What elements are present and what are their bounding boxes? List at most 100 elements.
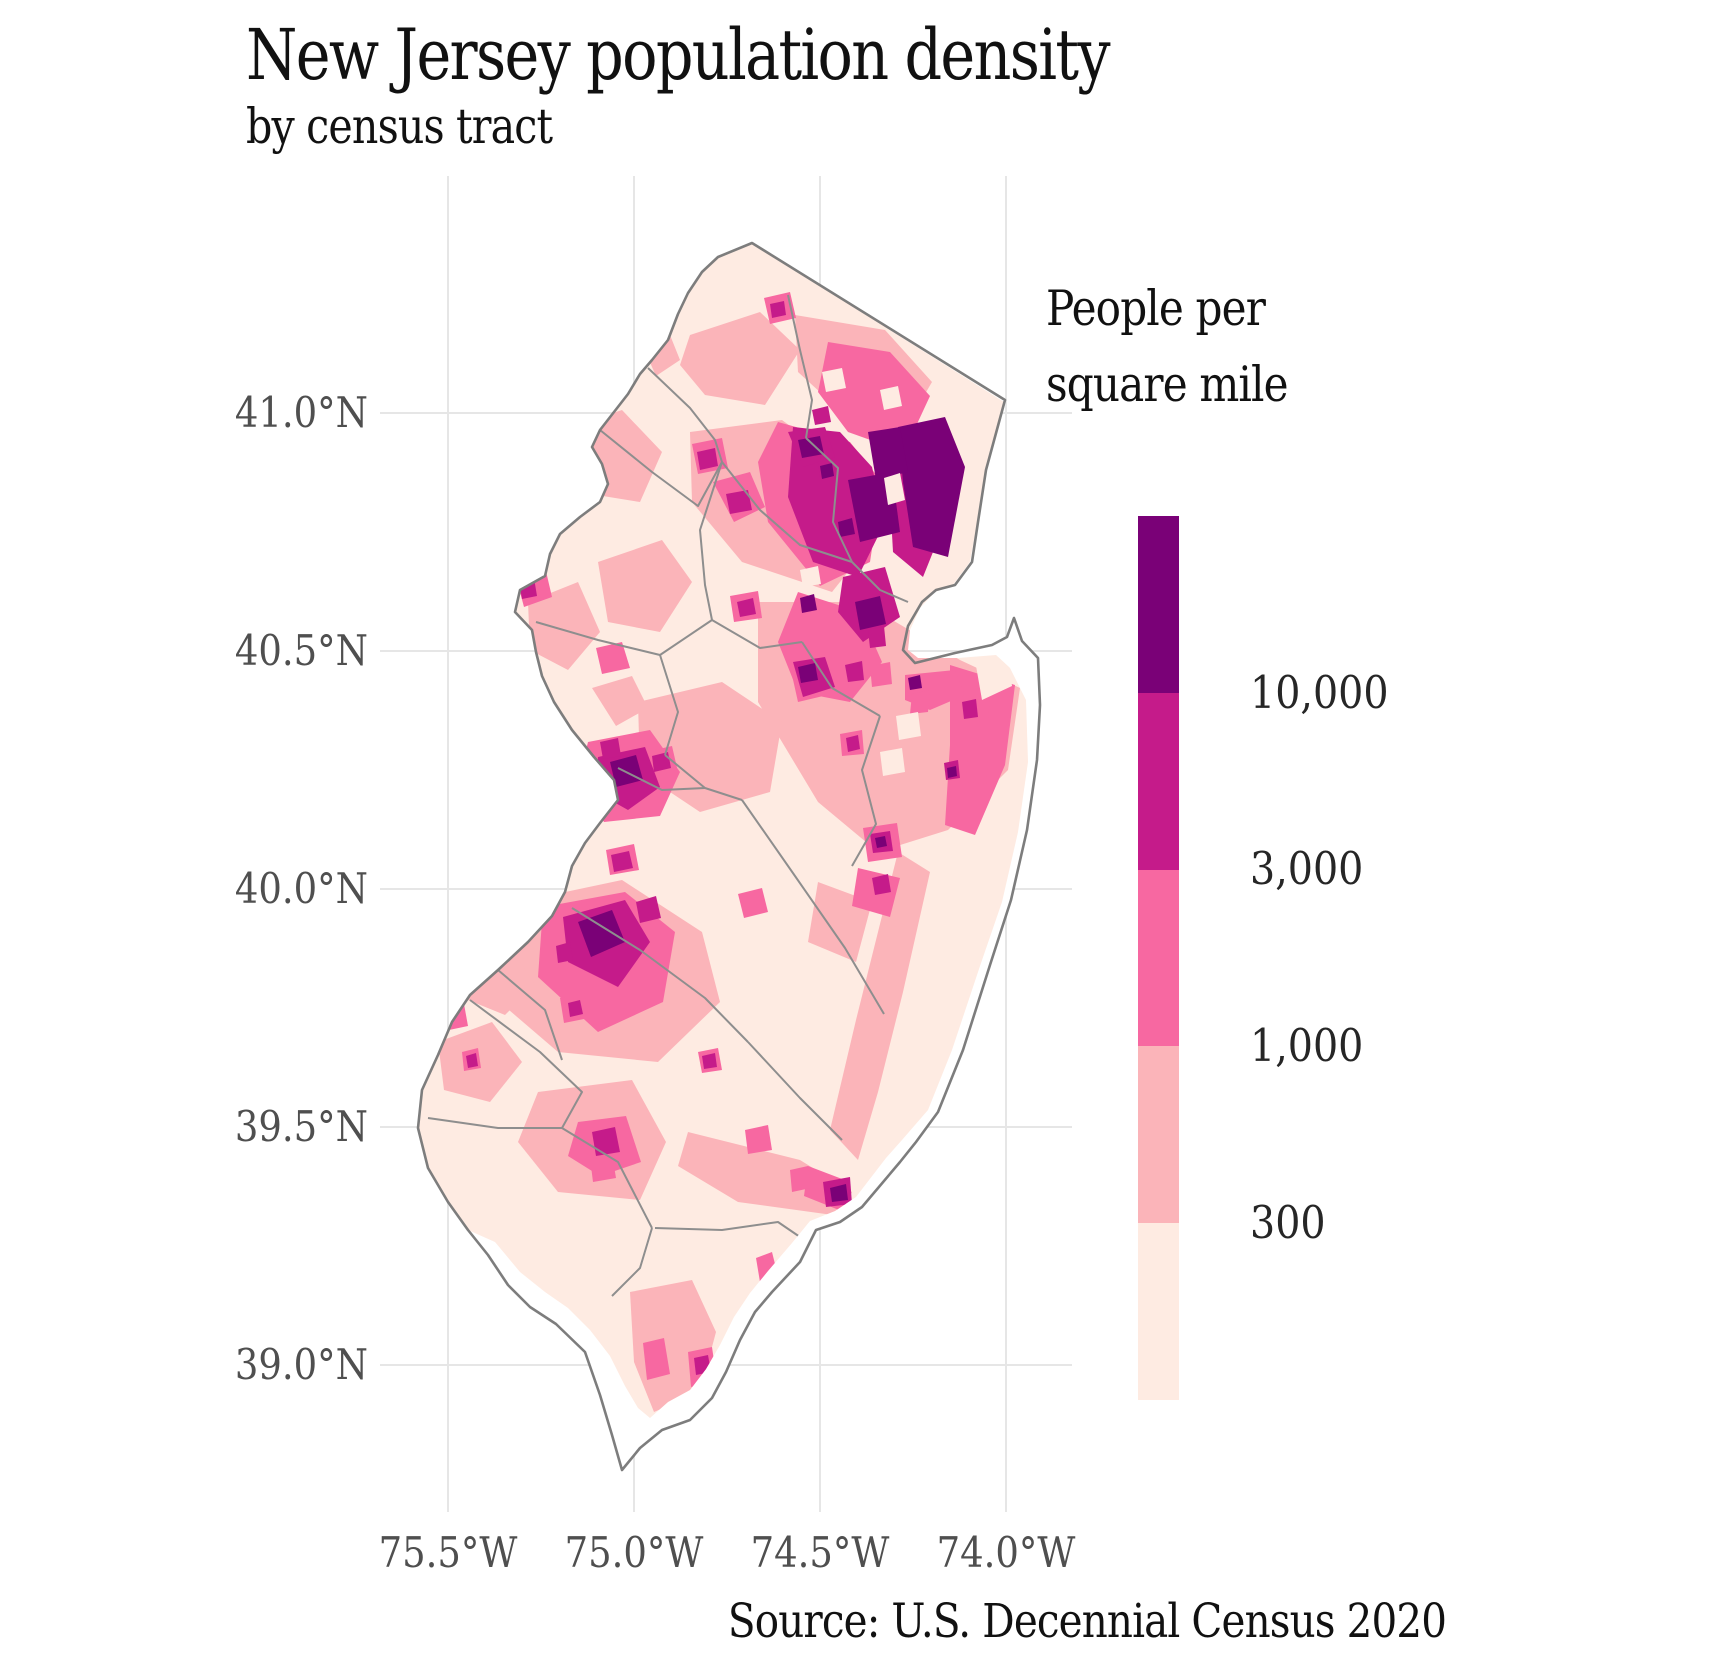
county-boundaries [427, 294, 909, 1297]
census-tract [870, 662, 892, 687]
county-boundary [599, 429, 723, 507]
county-boundary [647, 367, 723, 463]
census-tract [798, 663, 818, 683]
x-tick-75.0W: 75.0°W [564, 1528, 704, 1577]
census-tract [846, 735, 860, 752]
census-tract [800, 594, 817, 613]
census-tract [680, 312, 800, 405]
x-tick-74.5W: 74.5°W [750, 1528, 890, 1577]
census-tract [880, 386, 902, 410]
county-boundary [721, 461, 853, 563]
county-boundary [611, 1227, 653, 1297]
county-boundary [801, 641, 881, 717]
census-tract [820, 463, 834, 479]
census-tract [556, 942, 573, 963]
county-boundary [469, 999, 583, 1129]
census-tract [872, 874, 891, 895]
page-subtitle: by census tract [246, 98, 553, 155]
state-outline [416, 241, 1042, 1472]
census-tract [726, 490, 752, 514]
county-boundary [535, 619, 713, 656]
census-tract [636, 896, 661, 923]
county-boundary [747, 1041, 843, 1141]
census-tract [975, 656, 1012, 700]
census-tract [875, 836, 887, 848]
census-tract [598, 540, 692, 632]
source-caption: Source: U.S. Decennial Census 2020 [727, 1594, 1447, 1649]
census-tract [800, 566, 821, 587]
census-tract [988, 696, 1012, 726]
county-boundary [654, 1221, 801, 1238]
census-tract [738, 888, 768, 918]
y-tick-40.5N: 40.5°N [234, 626, 368, 675]
county-boundary [571, 907, 749, 1043]
y-tick-39.0N: 39.0°N [234, 1340, 368, 1389]
census-tract [908, 675, 922, 690]
census-tract [896, 712, 921, 740]
x-tick-74.0W: 74.0°W [936, 1528, 1076, 1577]
census-tract [798, 436, 824, 458]
page-title: New Jersey population density [246, 14, 1111, 96]
census-tract [947, 766, 957, 778]
census-tract [790, 1166, 811, 1192]
census-tract [868, 427, 908, 480]
county-boundary [427, 1117, 562, 1129]
census-tract [812, 847, 840, 877]
census-tract [966, 756, 988, 784]
new-jersey-map [416, 241, 1042, 1472]
census-tract [737, 598, 756, 617]
x-tick-75.5W: 75.5°W [378, 1528, 518, 1577]
county-boundary [851, 715, 881, 867]
census-tract [611, 851, 633, 872]
census-tract [697, 448, 718, 470]
y-tick-39.5N: 39.5°N [234, 1102, 368, 1151]
census-tract [962, 699, 978, 719]
census-tract [818, 342, 930, 452]
census-tract [590, 1154, 616, 1182]
census-tract [600, 738, 621, 759]
census-tract [528, 582, 600, 670]
census-tract [830, 1184, 848, 1202]
county-boundary [787, 294, 813, 439]
y-tick-41.0N: 41.0°N [234, 388, 368, 437]
legend-swatch-3000-10000 [1138, 692, 1179, 870]
census-tract [838, 518, 855, 537]
census-tract [884, 473, 905, 505]
census-tract [845, 661, 864, 682]
legend-swatch-under-300 [1138, 1223, 1179, 1400]
legend-title-line1: People per [1046, 280, 1266, 337]
census-tract [910, 690, 930, 714]
county-boundary [699, 461, 723, 621]
census-tract [466, 1053, 478, 1068]
legend-swatch-1000-3000 [1138, 869, 1179, 1047]
census-tract [880, 748, 905, 776]
legend-label-10000: 10,000 [1250, 666, 1389, 719]
county-boundary [741, 799, 885, 1015]
legend-color-bar [1138, 516, 1179, 1400]
census-tract [596, 642, 630, 674]
legend-swatch-over-10000 [1138, 516, 1179, 693]
census-tract [898, 417, 965, 557]
census-tract [868, 626, 886, 648]
census-tract [592, 676, 648, 726]
county-boundary [617, 767, 706, 791]
census-tract [702, 1053, 717, 1069]
county-boundary [561, 1127, 653, 1229]
legend-label-300: 300 [1250, 1196, 1326, 1249]
census-tract [822, 368, 846, 392]
legend-title-line2: square mile [1046, 356, 1289, 413]
legend-label-1000: 1,000 [1250, 1019, 1364, 1072]
county-boundary [851, 561, 909, 603]
census-tract [770, 301, 786, 318]
y-tick-40.0N: 40.0°N [234, 864, 368, 913]
census-tract [855, 596, 886, 630]
census-tract [745, 1125, 772, 1154]
census-tract [643, 1338, 670, 1380]
census-tract [568, 1000, 583, 1017]
census-tract [592, 1127, 620, 1156]
census-tract [812, 406, 831, 425]
county-boundary [497, 969, 563, 1061]
census-tract [610, 755, 643, 787]
